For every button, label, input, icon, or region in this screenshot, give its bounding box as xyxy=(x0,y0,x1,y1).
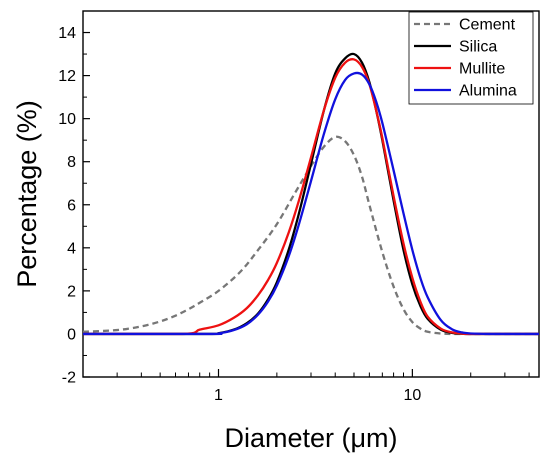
y-tick-label: -2 xyxy=(62,370,76,387)
x-tick-label: 1 xyxy=(214,387,223,404)
y-tick-label: 0 xyxy=(67,326,76,343)
y-tick-label: 8 xyxy=(67,154,76,171)
legend-label-cement: Cement xyxy=(459,17,516,34)
legend-label-alumina: Alumina xyxy=(459,83,517,100)
y-tick-label: 2 xyxy=(67,283,76,300)
series-lines xyxy=(82,52,539,336)
y-tick-label: 14 xyxy=(58,25,76,42)
y-tick-label: 6 xyxy=(67,197,76,214)
y-tick-label: 12 xyxy=(58,68,76,85)
x-axis-title: Diameter (μm) xyxy=(224,423,397,453)
y-axis-title: Percentage (%) xyxy=(12,100,42,288)
series-line-mullite xyxy=(82,58,539,336)
x-tick-label: 10 xyxy=(403,387,421,404)
legend: Cement Silica Mullite Alumina xyxy=(408,11,534,105)
series-line-alumina xyxy=(82,71,539,336)
legend-label-mullite: Mullite xyxy=(459,61,505,78)
y-tick-label: 10 xyxy=(58,111,76,128)
axes: -2 0 2 4 6 8 10 12 14 1 10 xyxy=(58,25,530,404)
y-tick-label: 4 xyxy=(67,240,76,257)
legend-label-silica: Silica xyxy=(459,39,497,56)
legend-box xyxy=(408,11,534,105)
series-line-cement xyxy=(82,135,539,336)
